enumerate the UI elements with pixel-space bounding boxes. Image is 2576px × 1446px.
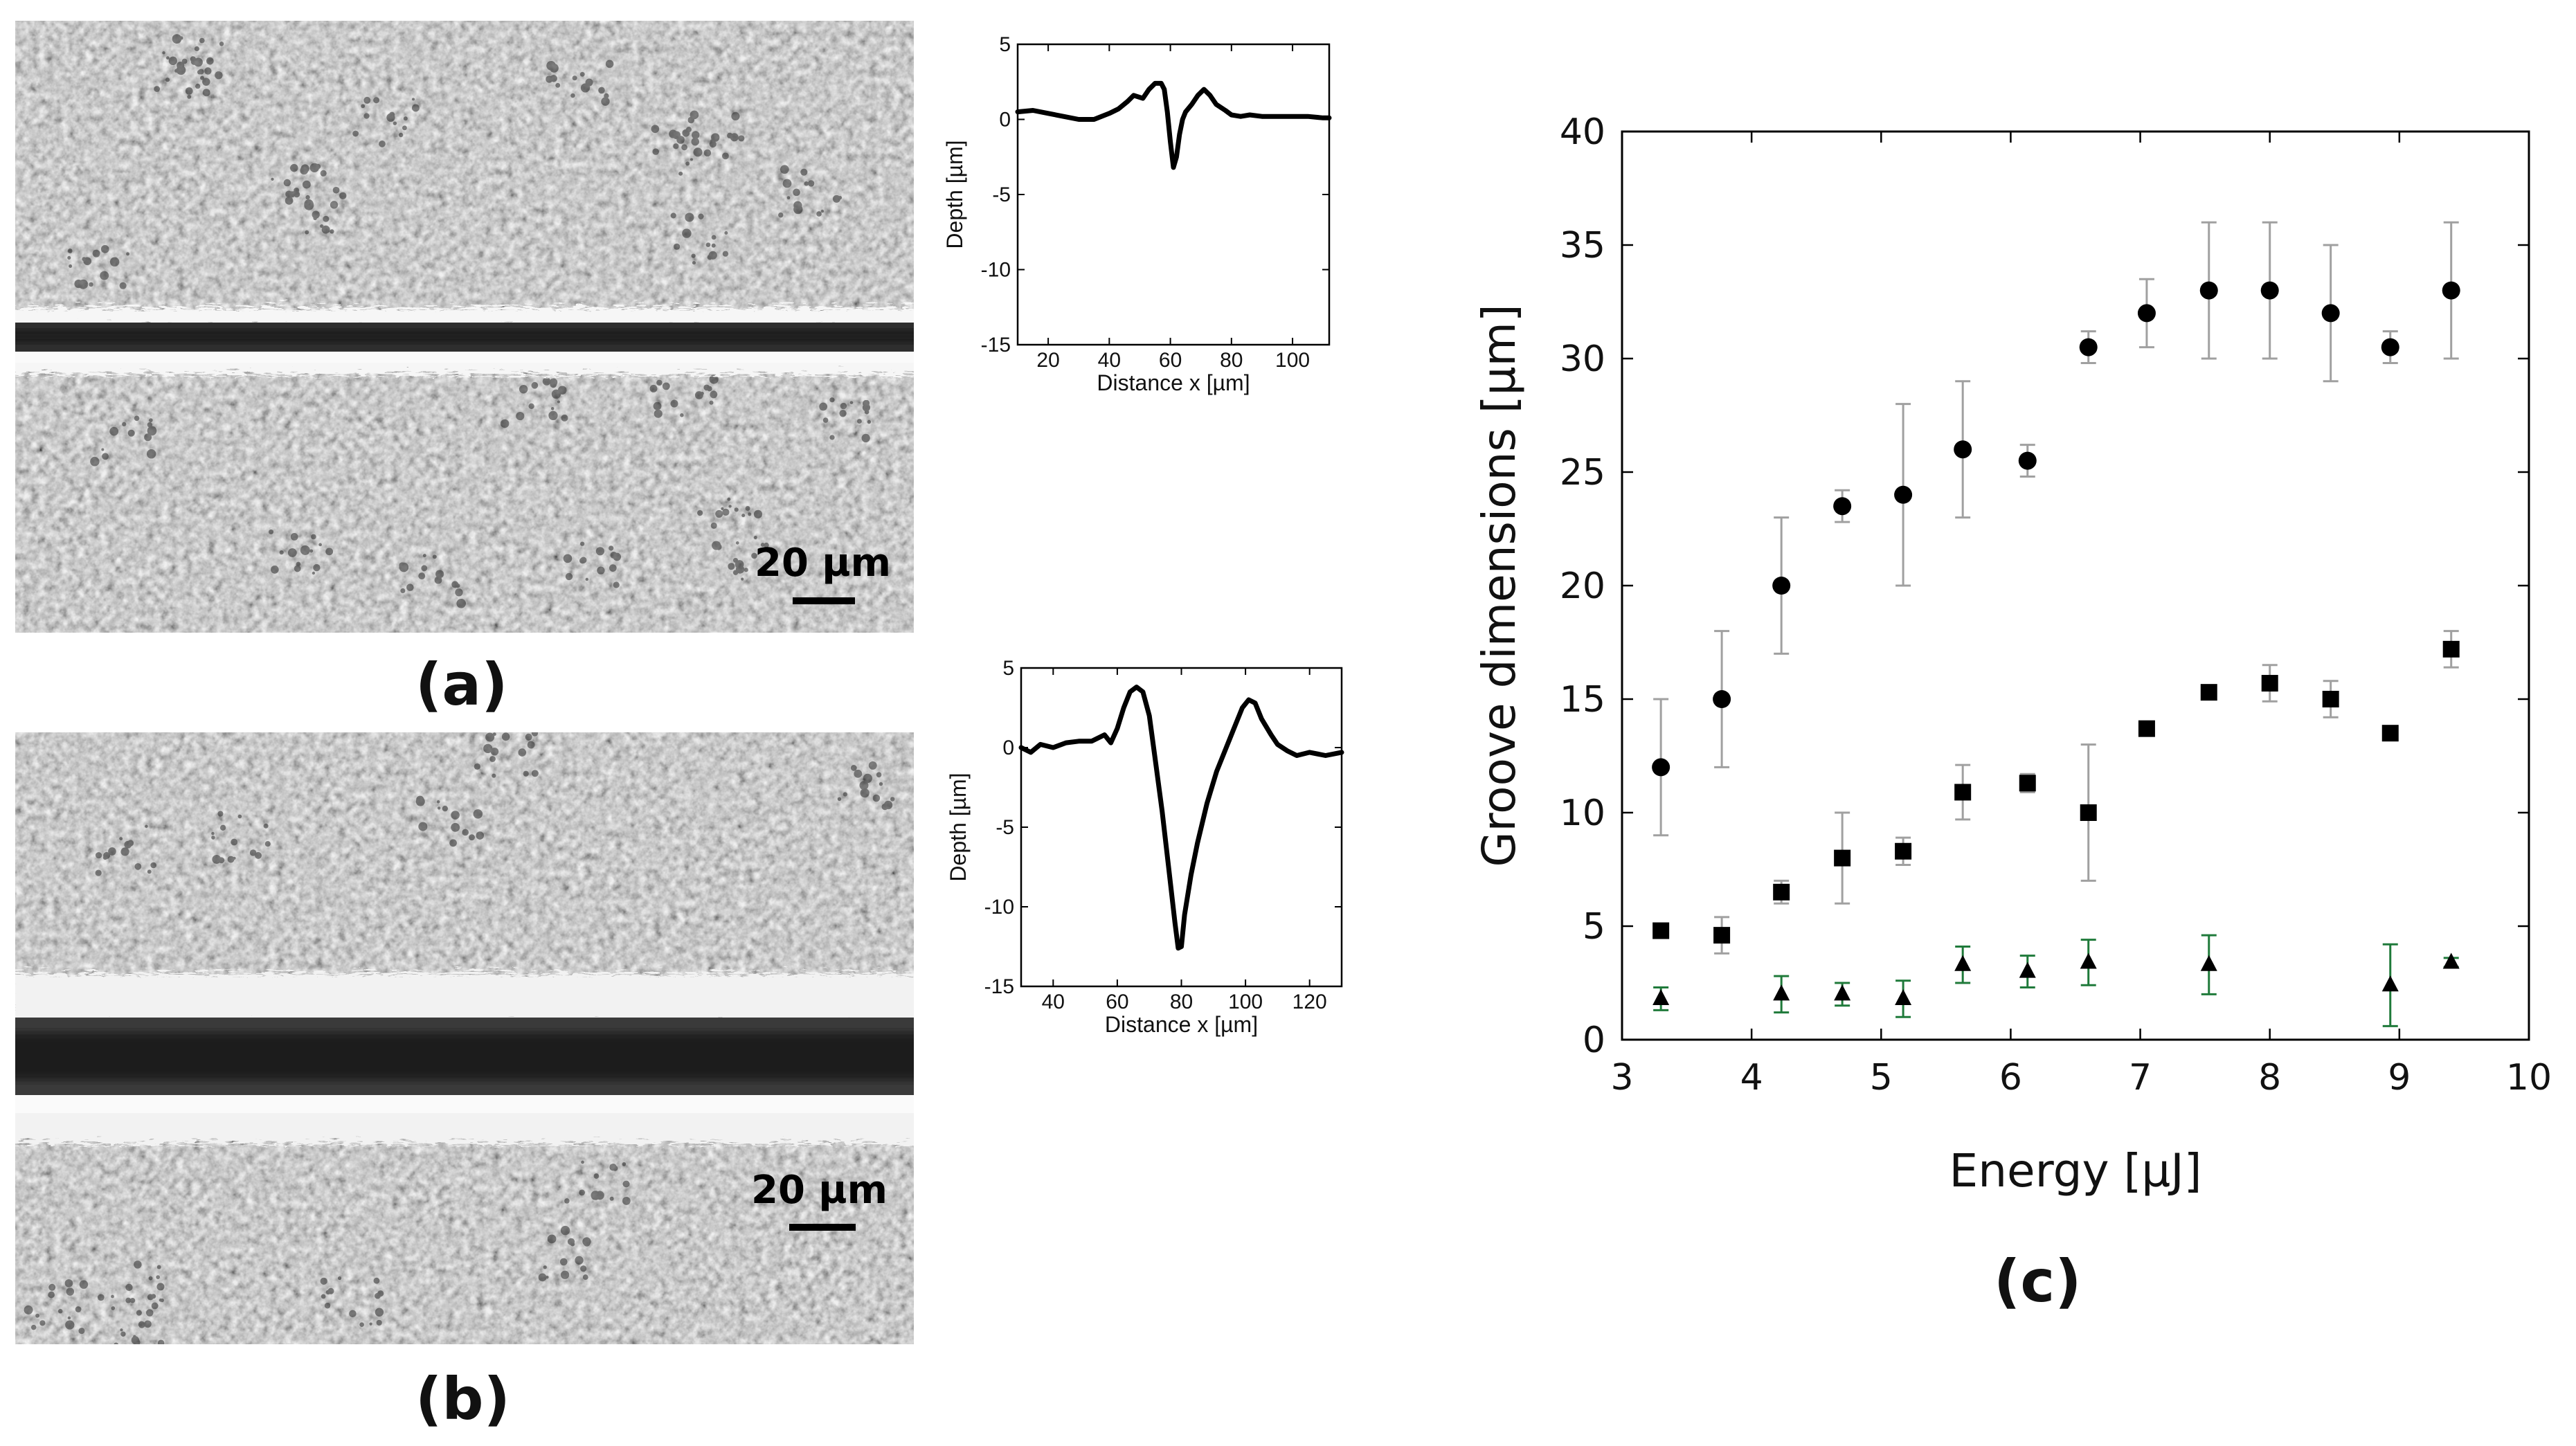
- x-tick-label-c: 4: [1740, 1057, 1763, 1099]
- point-series-2: [1954, 784, 1972, 801]
- point-series-2: [1895, 842, 1912, 860]
- sem-image-b: [15, 732, 914, 1344]
- y-tick-label-c: 40: [1560, 111, 1605, 153]
- y-tick-label-c: 10: [1560, 793, 1605, 834]
- x-tick-label-c: 7: [2129, 1057, 2152, 1099]
- y-tick-label-a: -5: [992, 183, 1011, 206]
- profile-chart-a: 5 0 -5 -10 -15 20 40 60 80 100 Distance x [µm] Dept…: [942, 33, 1332, 395]
- x-tick-label-a: 20: [1036, 349, 1059, 372]
- x-tick-label-b: 120: [1292, 991, 1327, 1013]
- panel-label-a: (a): [415, 651, 507, 719]
- y-tick-label-b: 5: [1002, 657, 1014, 680]
- y-axis-title-a: Depth [µm]: [942, 140, 967, 248]
- y-axis-title-c: Groove dimensions [µm]: [1472, 304, 1526, 867]
- point-series-3: [2442, 952, 2460, 969]
- point-series-3: [1773, 984, 1790, 1001]
- point-series-3: [1895, 988, 1912, 1005]
- x-tick-label-c: 10: [2506, 1057, 2552, 1099]
- point-series-2: [2322, 691, 2339, 707]
- x-axis-title-c: Energy [µJ]: [1949, 1144, 2202, 1198]
- y-tick-label-c: 20: [1560, 566, 1605, 607]
- scale-bar-a: [793, 597, 855, 604]
- point-series-1: [2199, 281, 2218, 300]
- point-series-1: [1954, 440, 1972, 459]
- point-series-2: [1652, 922, 1670, 939]
- x-tick-label-c: 8: [2258, 1057, 2281, 1099]
- x-tick-label-c: 3: [1610, 1057, 1633, 1099]
- y-tick-label-c: 5: [1583, 906, 1605, 948]
- sem-image-a: [15, 21, 914, 633]
- point-series-1: [2381, 338, 2399, 356]
- point-series-1: [2260, 281, 2279, 300]
- x-axis-title-b: Distance x [µm]: [1105, 1012, 1258, 1037]
- point-series-2: [1773, 883, 1790, 901]
- y-tick-label-a: -15: [981, 334, 1011, 356]
- plot-frame-a: [1016, 43, 1331, 346]
- point-series-3: [1954, 955, 1972, 971]
- scale-bar-label-a: 20 µm: [755, 541, 891, 586]
- x-tick-label-b: 80: [1170, 991, 1193, 1013]
- point-series-2: [2261, 675, 2278, 692]
- y-tick-label-b: -10: [984, 896, 1014, 919]
- y-tick-label-c: 0: [1583, 1020, 1605, 1061]
- y-tick-label-b: -5: [996, 816, 1014, 839]
- point-series-1: [1894, 485, 1913, 504]
- profile-line-a: [1015, 80, 1332, 170]
- point-series-2: [2019, 775, 2036, 792]
- y-tick-label-b: -15: [984, 975, 1014, 998]
- profile-chart-b: 5 0 -5 -10 -15 40 60 80 100 120 Distance x [µm] Dep…: [946, 657, 1344, 1037]
- point-series-2: [2442, 640, 2460, 658]
- point-series-2: [2200, 684, 2217, 701]
- point-series-3: [1652, 988, 1670, 1005]
- point-series-1: [1652, 758, 1670, 777]
- x-tick-label-b: 40: [1042, 991, 1065, 1013]
- point-series-1: [2442, 281, 2460, 300]
- point-series-2: [2080, 804, 2097, 821]
- x-tick-label-a: 60: [1159, 349, 1182, 372]
- x-tick-label-a: 40: [1098, 349, 1121, 372]
- point-series-1: [2137, 304, 2156, 323]
- y-tick-label-b: 0: [1002, 736, 1014, 759]
- y-tick-label-a: 5: [999, 33, 1011, 56]
- point-series-1: [1833, 497, 1852, 516]
- point-series-2: [2381, 725, 2399, 742]
- panel-label-c: (c): [1994, 1247, 2082, 1315]
- groove-dimensions-chart: 0 5 10 15 20 25 30 35 40 3 4 5 6 7 8 9 10 Energy [µJ] Groo…: [1472, 111, 2552, 1198]
- scale-bar-b: [789, 1224, 856, 1231]
- point-series-1: [1772, 577, 1791, 595]
- point-series-3: [2080, 952, 2097, 969]
- x-axis-title-a: Distance x [µm]: [1097, 370, 1250, 395]
- y-tick-label-a: -10: [981, 259, 1011, 282]
- point-series-3: [2200, 955, 2217, 971]
- point-series-1: [2018, 451, 2037, 470]
- y-tick-label-c: 25: [1560, 452, 1605, 494]
- x-tick-label-c: 5: [1870, 1057, 1893, 1099]
- x-tick-label-b: 60: [1106, 991, 1128, 1013]
- y-tick-label-c: 35: [1560, 225, 1605, 266]
- panel-label-b: (b): [415, 1365, 510, 1433]
- x-tick-label-a: 80: [1220, 349, 1243, 372]
- x-tick-label-a: 100: [1275, 349, 1310, 372]
- y-tick-label-c: 15: [1560, 679, 1605, 721]
- point-series-3: [2381, 975, 2399, 992]
- y-tick-label-c: 30: [1560, 338, 1605, 380]
- point-series-2: [2138, 720, 2155, 737]
- x-tick-label-c: 9: [2388, 1057, 2411, 1099]
- y-axis-title-b: Depth [µm]: [946, 772, 971, 881]
- y-tick-label-a: 0: [999, 109, 1011, 132]
- point-series-2: [1713, 927, 1731, 944]
- point-series-1: [2079, 338, 2098, 356]
- x-tick-label-c: 6: [1999, 1057, 2022, 1099]
- point-series-3: [2019, 961, 2036, 978]
- point-series-1: [1713, 690, 1731, 708]
- x-tick-label-b: 100: [1228, 991, 1263, 1013]
- point-series-1: [2321, 304, 2340, 323]
- scale-bar-label-b: 20 µm: [751, 1168, 888, 1213]
- plot-frame-c: [1621, 130, 2530, 1041]
- profile-line-b: [1018, 685, 1344, 951]
- point-series-3: [1834, 984, 1851, 1001]
- point-series-2: [1834, 849, 1851, 867]
